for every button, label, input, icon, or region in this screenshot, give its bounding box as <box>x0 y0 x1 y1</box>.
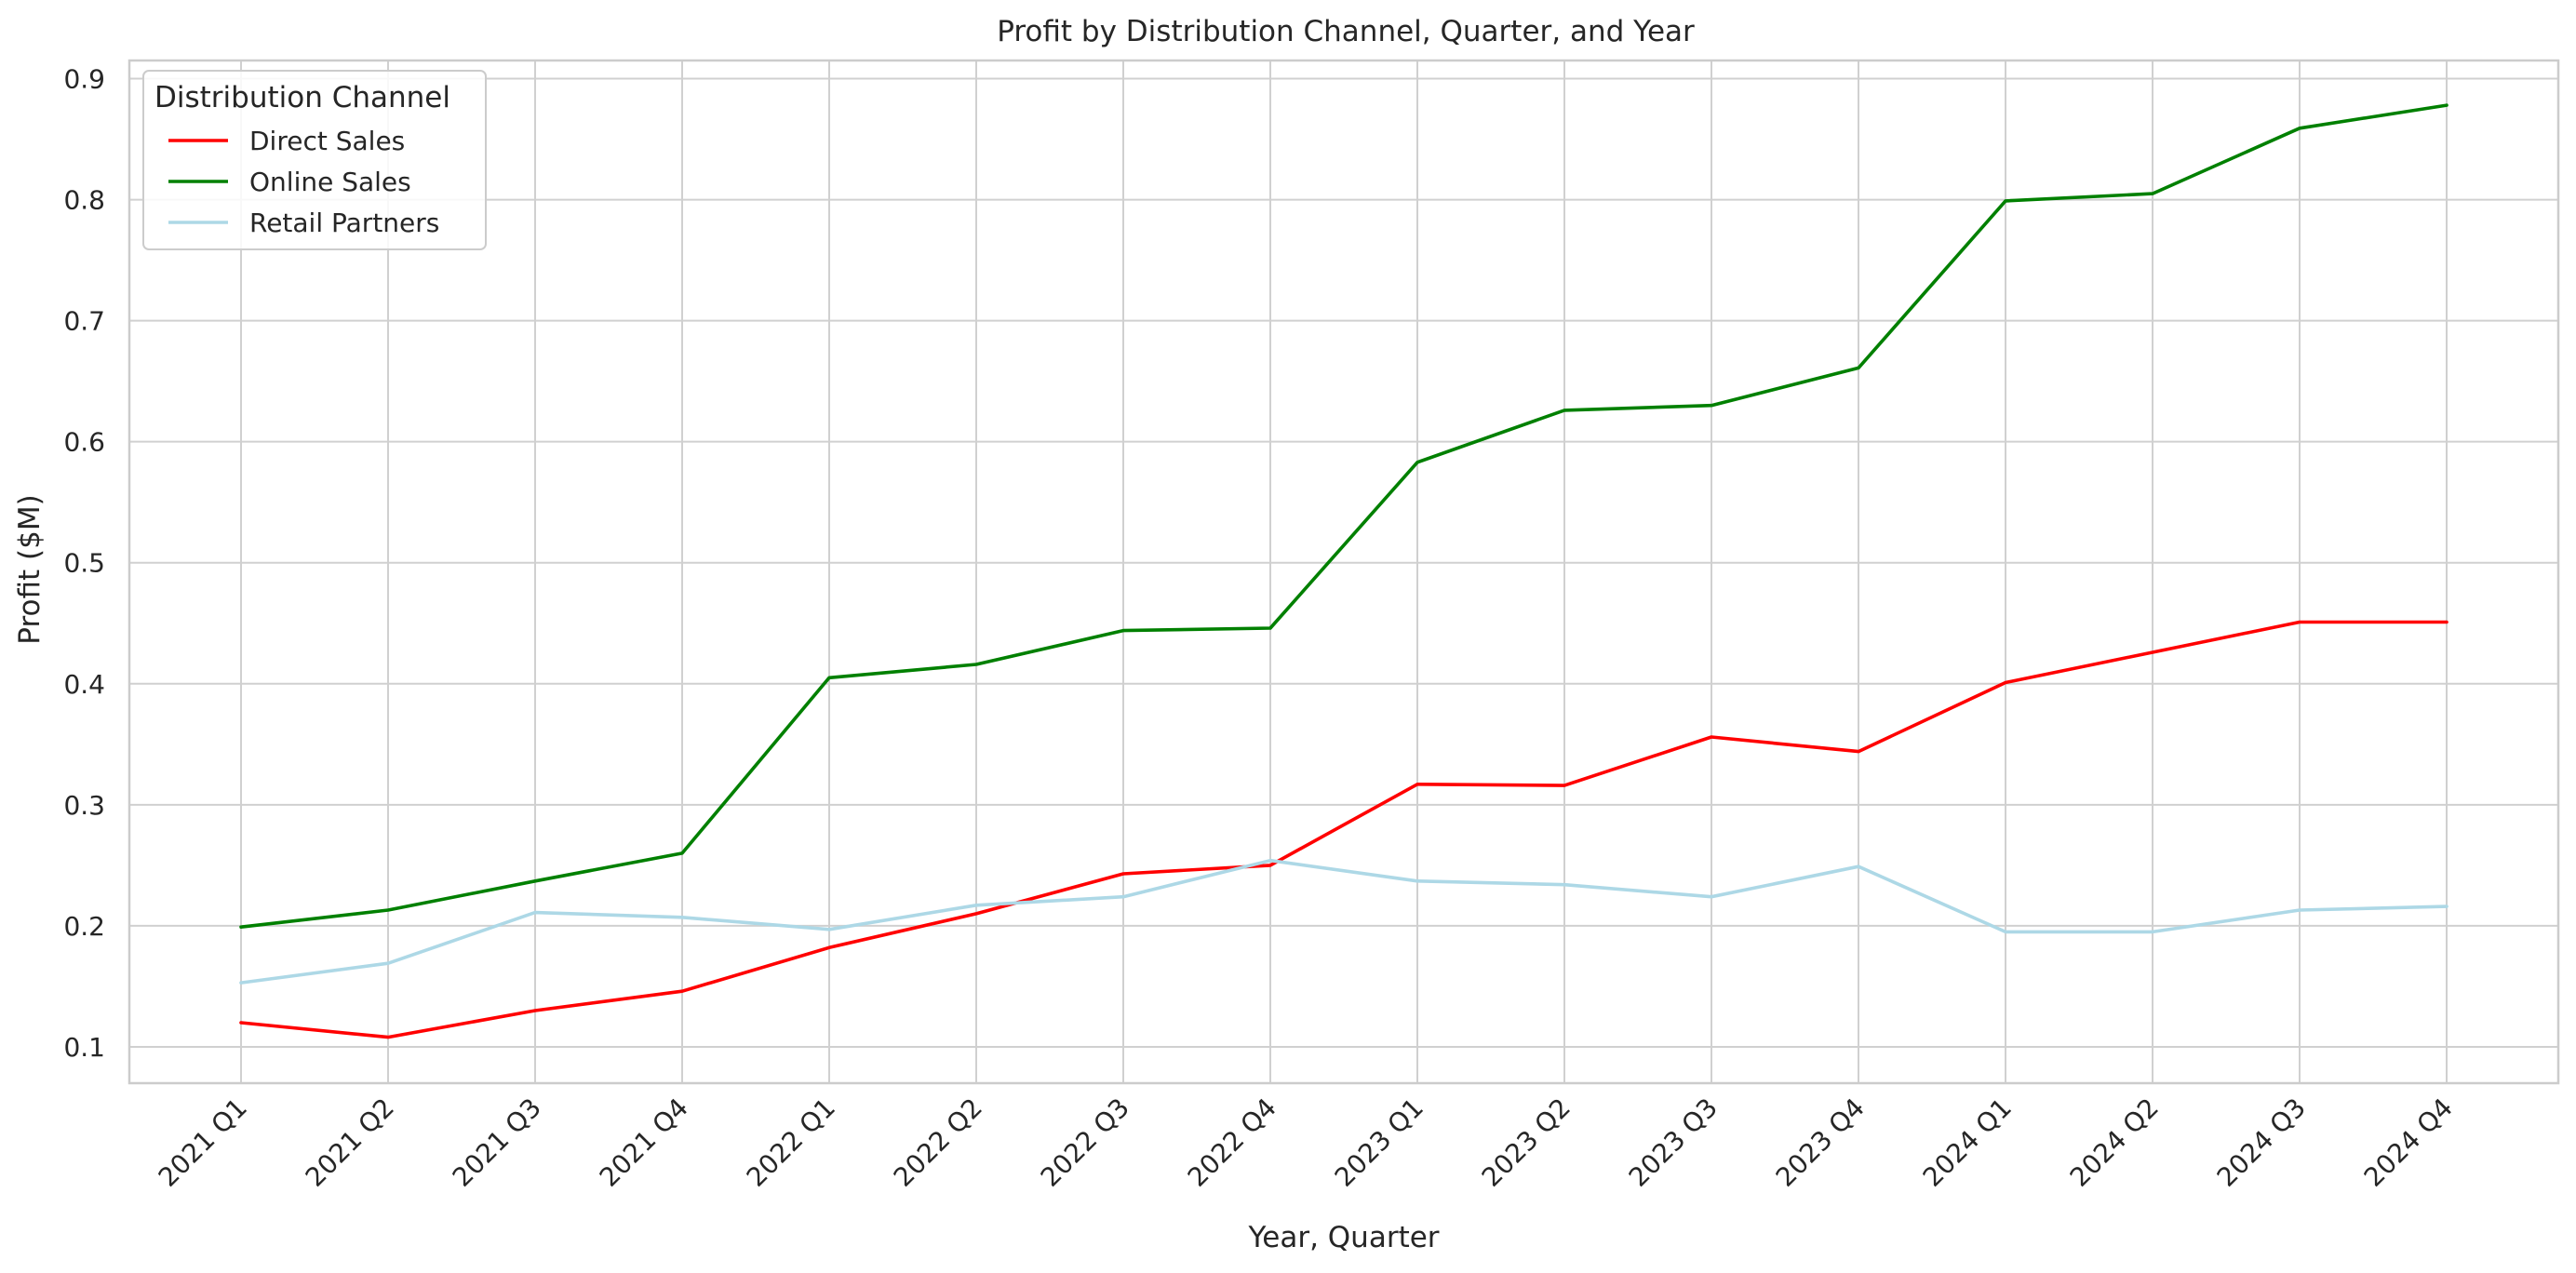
series-line-retail-partners <box>239 858 2449 985</box>
x-tick-label: 2024 Q2 <box>2064 1092 2165 1193</box>
y-tick-label: 0.7 <box>63 306 105 337</box>
y-tick-label: 0.6 <box>63 427 105 458</box>
x-tick-label: 2022 Q3 <box>1035 1092 1135 1193</box>
x-tick-label: 2021 Q1 <box>153 1092 253 1193</box>
x-tick-label: 2021 Q4 <box>594 1092 694 1193</box>
grid-layer <box>129 60 2558 1083</box>
x-tick-label: 2023 Q1 <box>1329 1092 1429 1193</box>
legend-label-online-sales: Online Sales <box>249 167 411 197</box>
x-tick-label: 2023 Q2 <box>1476 1092 1576 1193</box>
x-tick-label: 2022 Q1 <box>741 1092 841 1193</box>
y-tick-label: 0.5 <box>63 548 105 579</box>
legend-label-direct-sales: Direct Sales <box>249 126 405 156</box>
series-line-online-sales <box>239 103 2449 930</box>
y-tick-label: 0.9 <box>63 64 105 95</box>
plot-frame <box>127 59 2560 1085</box>
y-tick-label: 0.4 <box>63 669 105 700</box>
y-tick-label: 0.1 <box>63 1032 105 1063</box>
y-axis-label: Profit ($M) <box>13 494 47 644</box>
legend-title: Distribution Channel <box>154 81 450 114</box>
x-tick-label: 2021 Q2 <box>300 1092 400 1193</box>
legend-label-retail-partners: Retail Partners <box>249 208 439 238</box>
x-tick-label: 2023 Q4 <box>1770 1092 1871 1193</box>
y-axis-ticks: 0.1 0.2 0.3 0.4 0.5 0.6 0.7 0.8 0.9 <box>63 64 105 1063</box>
y-tick-label: 0.2 <box>63 911 105 942</box>
x-tick-label: 2021 Q3 <box>447 1092 547 1193</box>
x-tick-label: 2024 Q4 <box>2358 1092 2459 1193</box>
y-tick-label: 0.8 <box>63 185 105 216</box>
x-tick-label: 2022 Q2 <box>888 1092 988 1193</box>
x-tick-label: 2022 Q4 <box>1182 1092 1282 1193</box>
x-axis-label: Year, Quarter <box>1247 1221 1439 1254</box>
x-tick-label: 2024 Q3 <box>2211 1092 2312 1193</box>
chart-title: Profit by Distribution Channel, Quarter,… <box>997 15 1695 48</box>
series-line-direct-sales <box>239 620 2449 1039</box>
x-tick-label: 2024 Q1 <box>1917 1092 2018 1193</box>
legend-box <box>142 70 487 250</box>
y-tick-label: 0.3 <box>63 790 105 821</box>
legend-entries: Direct Sales Online Sales Retail Partners <box>168 126 439 238</box>
series-layer <box>239 103 2449 1039</box>
x-tick-label: 2023 Q3 <box>1623 1092 1724 1193</box>
legend: Distribution Channel Direct Sales Online … <box>142 70 487 250</box>
x-axis-ticks: 2021 Q1 2021 Q2 2021 Q3 2021 Q4 2022 Q1 2022 … <box>153 1092 2459 1193</box>
